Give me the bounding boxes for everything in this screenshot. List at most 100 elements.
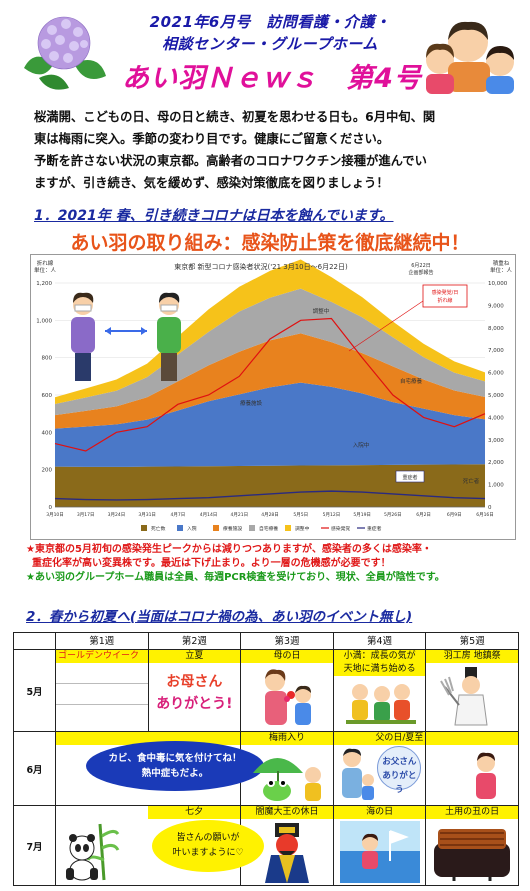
area-series-療養施設 — [55, 333, 485, 429]
legend-swatch — [141, 525, 147, 531]
x-tick-label: 4月28日 — [261, 512, 279, 518]
calendar-cell: 父の日/夏至 お父さん ありがとう — [332, 731, 427, 806]
y-right-tick-label: 5,000 — [488, 393, 504, 399]
calendar-cell: 海の日 — [332, 805, 427, 886]
frog-umbrella-illustration — [252, 758, 321, 801]
left-axis-unit: 単位：人 — [34, 266, 57, 274]
event-label: 羽工房 地鎮祭 — [426, 650, 518, 663]
event-label: 閻魔大王の休日 — [241, 806, 333, 819]
event-label: 父の日/夏至 — [333, 732, 426, 745]
week-header: 第5週 — [425, 632, 519, 650]
x-tick-label: 5月19日 — [353, 512, 371, 518]
calendar-cell: 梅雨入り — [240, 731, 334, 806]
event-label-empty — [56, 806, 148, 819]
calendar-cell: 母の日 — [240, 649, 334, 732]
event-label: ゴールデンウイーク — [56, 650, 148, 663]
y-left-tick-label: 1,000 — [36, 318, 52, 324]
x-tick-label: 5月12日 — [323, 512, 341, 518]
card-text-1: お父さん — [382, 757, 417, 767]
covid-chart-svg: 1,200 1,000 800 600 400 200 0 10,000 9,000 8,000 7… — [34, 259, 513, 532]
report-note: 企画部報告 — [408, 269, 433, 276]
area-label-nyuuin: 入院中 — [353, 441, 370, 449]
callout-text-1: 感染発覚/日 — [432, 289, 459, 296]
y-right-tick-label: 4,000 — [488, 415, 504, 421]
callout-box — [422, 284, 468, 308]
section-1-subheading: あい羽の取り組み：感染防止策を徹底継続中！ — [70, 232, 470, 254]
event-label: 立夏 — [148, 650, 241, 663]
y-right-tick-label: 9,000 — [488, 303, 504, 309]
calendar-cell: 立夏 お母さん ありがとう! — [147, 649, 242, 732]
shinto-priest-illustration — [440, 667, 488, 726]
y-right-tick-label: 3,000 — [488, 438, 504, 444]
legend-label: 感染発覚 — [331, 525, 350, 532]
severe-callout-text: 重症者 — [402, 474, 417, 481]
calendar-cell: 小満：成長の気が 天地に満ち始める — [332, 649, 427, 732]
month-label: 6月 — [13, 731, 56, 806]
intro-line: 予断を許さない状況の東京都。高齢者のコロナワクチン接種が進んでい — [34, 154, 427, 168]
right-axis-label: 積重ね — [493, 259, 510, 267]
x-tick-label: 3月31日 — [138, 512, 156, 518]
mothers-day-card: お母さん ありがとう! — [154, 667, 235, 727]
chart-title: 東京都 新型コロナ感染者状況('21 3月10日～6月22日) — [174, 262, 348, 271]
legend-swatch — [177, 525, 183, 531]
legend-label: 重症者 — [367, 525, 382, 532]
area-label-jitaku: 自宅療養 — [400, 377, 423, 385]
y-right-tick-label: 0 — [488, 505, 492, 511]
y-right-tick-label: 6,000 — [488, 371, 504, 377]
x-tick-label: 3月24日 — [108, 512, 126, 518]
week-header: 第4週 — [332, 632, 427, 650]
week-header: 第2週 — [147, 632, 242, 650]
event-label — [426, 732, 518, 745]
event-label: 梅雨入り — [241, 732, 333, 745]
father-child-illustration — [341, 748, 374, 800]
severe-callout-box — [395, 470, 425, 483]
card-text-2: ありがとう! — [156, 696, 233, 712]
mother-child-illustration — [264, 669, 311, 725]
child-illustration — [476, 752, 497, 799]
area-series-調整中 — [55, 259, 485, 404]
area-series-入院 — [55, 382, 485, 467]
callout-pointer — [348, 300, 424, 352]
growing-children-illustration — [345, 684, 416, 724]
legend-swatch — [249, 525, 255, 531]
intro-line: 桜満開、こどもの日、母の日と続き、初夏を思わせる日も。6月中旬、関 — [34, 110, 436, 124]
month-label: 7月 — [13, 805, 56, 886]
area-label-ryouyou: 療養施設 — [240, 399, 263, 407]
bubble-text-1: カビ、食中毒に気を付けてね！ — [108, 753, 242, 764]
y-left-tick-label: 1,200 — [36, 281, 52, 287]
newsletter-title: あい羽Ｎｅｗｓ 第4号 — [122, 63, 422, 94]
y-left-tick-label: 600 — [42, 393, 53, 399]
event-label: 七夕 — [148, 806, 241, 819]
event-label: 海の日 — [333, 806, 426, 819]
header-line-1: 2021年6月号 訪問看護・介護・ — [149, 13, 391, 31]
covid-chart: 1,200 1,000 800 600 400 200 0 10,000 9,000 8,000 7… — [30, 254, 516, 540]
sea-illustration — [339, 821, 420, 883]
y-right-tick-label: 7,000 — [488, 348, 504, 354]
right-axis-unit: 単位：人 — [490, 266, 513, 274]
header-line-2: 相談センター・グループホーム — [162, 35, 378, 53]
intro-text: 桜満開、こどもの日、母の日と続き、初夏を思わせる日も。6月中旬、関 東は梅雨に突… — [34, 106, 504, 194]
fathers-day-card: お父さん ありがとう — [377, 746, 422, 795]
x-tick-label: 4月21日 — [230, 512, 248, 518]
calendar-cell: 羽工房 地鎮祭 — [425, 649, 519, 732]
calendar-cell: 土用の丑の日 — [425, 805, 519, 886]
x-tick-label: 3月17日 — [77, 512, 95, 518]
x-tick-label: 6月16日 — [476, 512, 494, 518]
x-tick-label: 5月26日 — [384, 512, 402, 518]
line-series-重症者 — [54, 490, 486, 501]
month-label: 5月 — [13, 649, 56, 732]
callout-text-2: 折れ線 — [437, 297, 452, 304]
y-left-tick-label: 200 — [42, 468, 53, 474]
legend-label: 療養施設 — [223, 525, 242, 532]
card-text-2: ありがとう — [382, 771, 417, 795]
enma-illustration — [264, 823, 309, 883]
area-label-cyousei: 調整中 — [313, 307, 330, 315]
event-label: 天地に満ち始める — [333, 663, 426, 676]
june-speech-bubble: カビ、食中毒に気を付けてね！ 熱中症もだよ。 — [86, 741, 264, 791]
y-left-tick-label: 400 — [42, 430, 53, 436]
calendar-cell-merged: 七夕 皆さんの願いが 叶いますように♡ — [54, 805, 264, 886]
y-right-tick-label: 1,000 — [488, 483, 504, 489]
distancing-people-illustration — [71, 292, 181, 381]
area-series-死亡数 — [55, 464, 485, 507]
event-label: 小満：成長の気が — [333, 650, 426, 663]
